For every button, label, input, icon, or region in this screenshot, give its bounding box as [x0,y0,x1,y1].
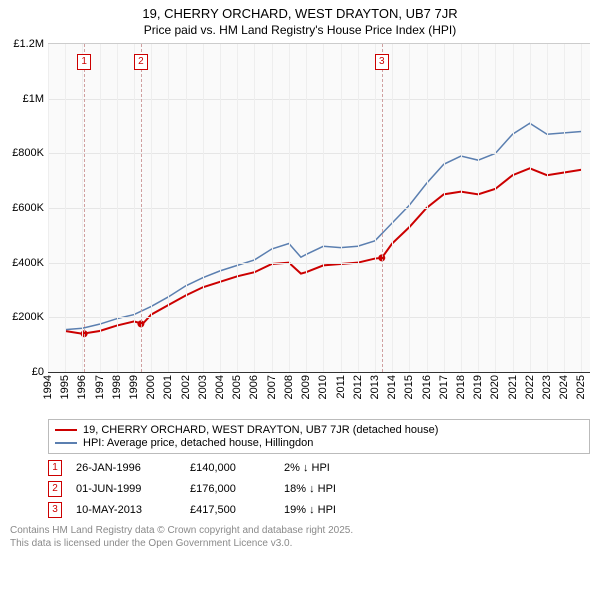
chart-container: 19, CHERRY ORCHARD, WEST DRAYTON, UB7 7J… [0,0,600,590]
legend: 19, CHERRY ORCHARD, WEST DRAYTON, UB7 7J… [48,419,590,454]
x-tick-label: 2024 [558,375,570,399]
x-tick-label: 2005 [231,375,243,399]
legend-swatch [55,442,77,444]
x-tick-label: 2014 [386,375,398,399]
marker-box: 1 [77,54,91,70]
title-block: 19, CHERRY ORCHARD, WEST DRAYTON, UB7 7J… [0,0,600,39]
marker-box: 2 [134,54,148,70]
x-tick-label: 2009 [300,375,312,399]
x-tick-label: 2002 [180,375,192,399]
x-tick-label: 1999 [128,375,140,399]
event-date: 01-JUN-1999 [76,483,176,495]
x-tick-label: 1997 [94,375,106,399]
x-tick-label: 2015 [403,375,415,399]
x-tick-label: 2016 [421,375,433,399]
x-tick-label: 2003 [197,375,209,399]
x-tick-label: 1996 [76,375,88,399]
x-tick-label: 2017 [438,375,450,399]
event-price: £176,000 [190,483,270,495]
x-axis-labels: 1994199519961997199819992000200120022003… [48,375,590,415]
event-row: 3 10-MAY-2013 £417,500 19% ↓ HPI [48,502,590,518]
events-table: 1 26-JAN-1996 £140,000 2% ↓ HPI 2 01-JUN-1999… [48,460,590,518]
event-delta: 2% ↓ HPI [284,462,404,474]
x-tick-label: 2007 [266,375,278,399]
x-tick-label: 2011 [335,375,347,399]
event-index: 2 [48,481,62,497]
y-tick-label: £1M [23,93,44,105]
event-index: 3 [48,502,62,518]
x-tick-label: 2020 [489,375,501,399]
y-tick-label: £800K [12,147,44,159]
x-tick-label: 2022 [524,375,536,399]
legend-label: 19, CHERRY ORCHARD, WEST DRAYTON, UB7 7J… [83,424,438,436]
x-tick-label: 2023 [541,375,553,399]
legend-swatch [55,429,77,431]
x-tick-label: 2021 [507,375,519,399]
legend-label: HPI: Average price, detached house, Hill… [83,437,313,449]
footer-line-2: This data is licensed under the Open Gov… [10,537,590,550]
title-main: 19, CHERRY ORCHARD, WEST DRAYTON, UB7 7J… [10,6,590,21]
event-price: £417,500 [190,504,270,516]
y-tick-label: £600K [12,202,44,214]
legend-row: 19, CHERRY ORCHARD, WEST DRAYTON, UB7 7J… [55,424,583,436]
event-row: 2 01-JUN-1999 £176,000 18% ↓ HPI [48,481,590,497]
legend-row: HPI: Average price, detached house, Hill… [55,437,583,449]
x-tick-label: 2025 [575,375,587,399]
x-tick-label: 2000 [145,375,157,399]
title-sub: Price paid vs. HM Land Registry's House … [10,23,590,37]
footer-line-1: Contains HM Land Registry data © Crown c… [10,524,590,537]
x-tick-label: 2019 [472,375,484,399]
x-tick-label: 2018 [455,375,467,399]
y-tick-label: £200K [12,311,44,323]
event-date: 26-JAN-1996 [76,462,176,474]
footer: Contains HM Land Registry data © Crown c… [10,524,590,550]
chart-area: £0£200K£400K£600K£800K£1M£1.2M123 [48,43,590,373]
x-tick-label: 2010 [317,375,329,399]
event-date: 10-MAY-2013 [76,504,176,516]
x-tick-label: 2013 [369,375,381,399]
x-tick-label: 1998 [111,375,123,399]
x-tick-label: 2008 [283,375,295,399]
x-tick-label: 2012 [352,375,364,399]
event-price: £140,000 [190,462,270,474]
x-tick-label: 2001 [162,375,174,399]
x-tick-label: 1995 [59,375,71,399]
event-index: 1 [48,460,62,476]
y-tick-label: £400K [12,257,44,269]
x-tick-label: 2004 [214,375,226,399]
event-delta: 18% ↓ HPI [284,483,404,495]
x-tick-label: 1994 [42,375,54,399]
y-tick-label: £1.2M [13,38,44,50]
event-row: 1 26-JAN-1996 £140,000 2% ↓ HPI [48,460,590,476]
x-tick-label: 2006 [248,375,260,399]
marker-box: 3 [375,54,389,70]
event-delta: 19% ↓ HPI [284,504,404,516]
